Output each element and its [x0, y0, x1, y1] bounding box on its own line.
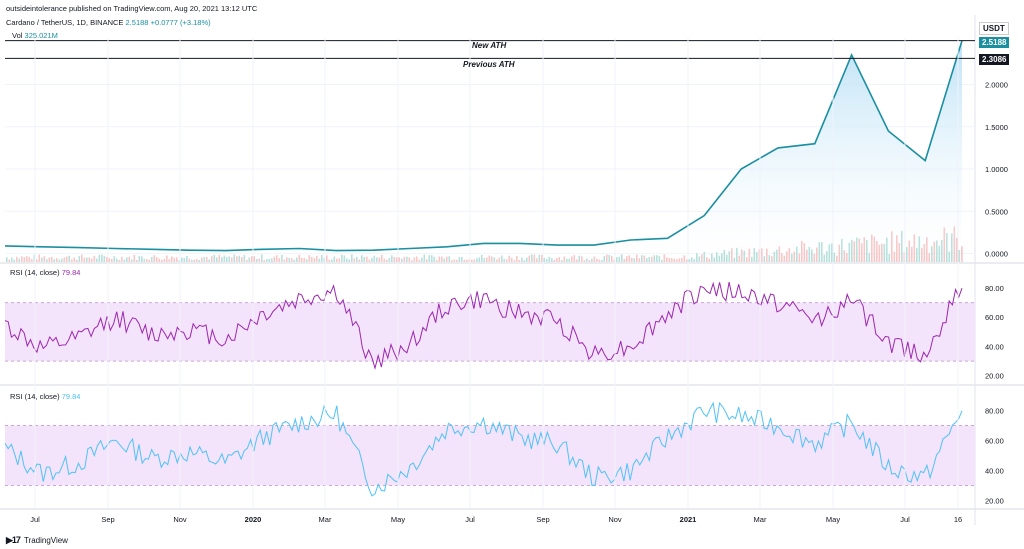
price-tick-label: 0.0000	[985, 250, 1008, 259]
rsi1-value: 79.84	[61, 268, 81, 277]
price-tick-label: 1.5000	[985, 123, 1008, 132]
symbol-line: Cardano / TetherUS, 1D, BINANCE 2.5188 +…	[6, 18, 211, 27]
rsi1-line	[4, 281, 963, 370]
symbol-price: 2.5188	[125, 18, 149, 27]
x-tick-label: Mar	[754, 515, 767, 524]
new-ath-label: New ATH	[472, 41, 507, 50]
rsi-tick-label: 40.00	[985, 342, 1004, 351]
x-tick-label: Sep	[101, 515, 114, 524]
x-tick-label: Mar	[319, 515, 332, 524]
rsi-band	[5, 302, 975, 362]
rsi-band	[5, 425, 975, 486]
price-line	[4, 40, 963, 252]
rsi-tick-label: 20.00	[985, 372, 1004, 381]
x-tick-label: 2020	[245, 515, 262, 524]
x-tick-label: 2021	[680, 515, 697, 524]
price-tick-label: 2.0000	[985, 80, 1008, 89]
x-tick-label: May	[826, 515, 840, 524]
x-tick-label: Nov	[173, 515, 187, 524]
footer-brand[interactable]: ▶17 TradingView	[6, 535, 68, 546]
rsi2-legend: RSI (14, close) 79.84	[10, 392, 80, 401]
x-tick-label: 16	[954, 515, 962, 524]
x-tick-label: Jul	[30, 515, 40, 524]
rsi1-label: RSI (14, close)	[10, 268, 60, 277]
rsi2-value: 79.84	[61, 392, 81, 401]
current-price-tag: 2.5188	[979, 37, 1010, 48]
rsi1-legend: RSI (14, close) 79.84	[10, 268, 80, 277]
price-tick-label: 1.0000	[985, 165, 1008, 174]
x-tick-label: Jul	[465, 515, 475, 524]
rsi-tick-label: 60.00	[985, 437, 1004, 446]
rsi2-label: RSI (14, close)	[10, 392, 60, 401]
rsi-tick-label: 60.00	[985, 313, 1004, 322]
price-area-fill	[5, 40, 962, 262]
publisher-line: outsideintolerance published on TradingV…	[6, 4, 258, 13]
previous-ath-price-tag: 2.3086	[979, 54, 1010, 65]
price-tick-label: 0.5000	[985, 207, 1008, 216]
volume-line: Vol 325.021M	[12, 31, 58, 40]
x-tick-label: May	[391, 515, 405, 524]
volume-label: Vol	[12, 31, 23, 40]
x-tick-label: Nov	[608, 515, 622, 524]
volume-value: 325.021M	[24, 31, 58, 40]
rsi2-line	[4, 401, 963, 497]
symbol-change: +0.0777 (+3.18%)	[150, 18, 211, 27]
previous-ath-label: Previous ATH	[463, 60, 515, 69]
rsi-tick-label: 80.00	[985, 284, 1004, 293]
x-tick-label: Sep	[536, 515, 549, 524]
currency-label: USDT	[979, 22, 1009, 35]
rsi-tick-label: 80.00	[985, 407, 1004, 416]
footer-brand-label: TradingView	[23, 536, 68, 545]
x-tick-label: Jul	[900, 515, 910, 524]
rsi-tick-label: 20.00	[985, 497, 1004, 506]
tradingview-logo-icon: ▶17	[6, 535, 21, 545]
symbol-name: Cardano / TetherUS, 1D, BINANCE	[6, 18, 124, 27]
rsi-tick-label: 40.00	[985, 467, 1004, 476]
